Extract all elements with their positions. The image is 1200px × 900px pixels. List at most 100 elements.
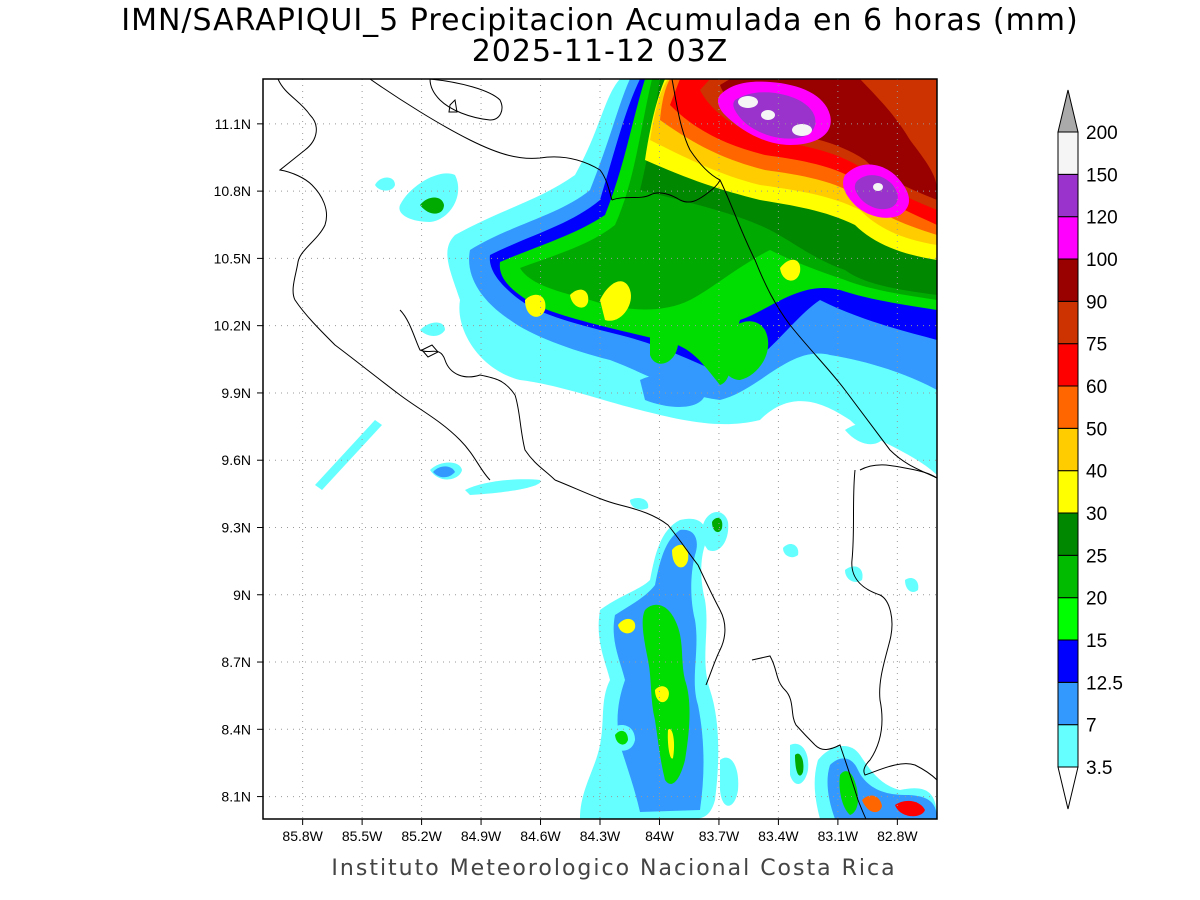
colorbar-box [1057, 427, 1079, 472]
colorbar-box [1057, 258, 1079, 302]
precip-level-3p5 [701, 511, 729, 551]
precip-level-40 [655, 686, 669, 703]
osa-peninsula [751, 655, 816, 746]
colorbar-box [1057, 681, 1079, 726]
precip-level-60 [862, 795, 882, 813]
precip-level-200 [761, 110, 775, 120]
colorbar-box [1057, 597, 1079, 641]
caribbean-coast [671, 79, 937, 479]
colorbar-level-label: 20 [1086, 589, 1107, 610]
colorbar-box [1057, 343, 1079, 387]
precip-level-3p5 [845, 423, 885, 445]
precip-level-3p5 [420, 322, 445, 336]
precip-level-3p5 [315, 420, 382, 490]
x-tick-label: 84W [645, 828, 675, 844]
precip-level-20 [650, 326, 679, 364]
colorbar-box [1057, 173, 1079, 218]
x-tick-label: 84.3W [580, 828, 621, 844]
colorbar-box [1057, 131, 1079, 175]
colorbar-level-label: 15 [1086, 631, 1107, 652]
precip-level-40 [672, 544, 689, 568]
colorbar-box [1057, 385, 1079, 429]
colorbar-level-label: 30 [1086, 504, 1107, 525]
precip-level-20 [615, 730, 628, 745]
y-tick-label: 10.5N [214, 250, 251, 266]
precip-level-7 [433, 466, 455, 478]
x-tick-label: 85.5W [342, 828, 383, 844]
colorbar-level-label: 25 [1086, 546, 1107, 567]
colorbar-min-arrow [1057, 766, 1079, 810]
y-tick-label: 9.3N [221, 519, 251, 535]
colorbar-level-label: 100 [1086, 250, 1118, 271]
y-axis-ticks: 11.1N 10.8N 10.5N 10.2N 9.9N 9.6N 9.3N 9N 8.7N 8.… [214, 116, 263, 805]
precip-level-20 [718, 321, 769, 380]
colorbar-level-label: 200 [1086, 123, 1118, 144]
colorbar-box [1057, 554, 1079, 599]
colorbar-level-label: 7 [1086, 716, 1097, 737]
precip-level-3p5 [399, 173, 459, 222]
precip-level-40 [667, 729, 675, 759]
chart-title: IMN/SARAPIQUI_5 Precipitacion Acumulada … [121, 3, 1079, 38]
colorbar-max-arrow [1057, 89, 1079, 133]
lake-nicaragua [429, 79, 503, 121]
colorbar-box [1057, 216, 1079, 260]
map-gridlines [263, 79, 937, 819]
colorbar-level-label: 60 [1086, 377, 1107, 398]
y-tick-label: 8.7N [221, 654, 251, 670]
colorbar-level-label: 75 [1086, 335, 1107, 356]
colorbar-box [1057, 639, 1079, 683]
y-tick-label: 9.6N [221, 452, 251, 468]
precip-level-20 [839, 771, 858, 815]
precip-level-3p5 [720, 757, 739, 806]
nicaragua-lake-shore [369, 79, 613, 201]
colorbar-box [1057, 300, 1079, 345]
precip-level-20 [795, 753, 804, 776]
colorbar-box [1057, 512, 1079, 556]
y-tick-label: 9N [233, 587, 251, 603]
y-tick-label: 9.9N [221, 385, 251, 401]
colorbar-level-label: 90 [1086, 292, 1107, 313]
precip-level-150 [854, 175, 898, 210]
panama-caribbean-coast [851, 464, 937, 781]
precip-level-3p5 [905, 578, 919, 592]
y-tick-label: 8.1N [221, 789, 251, 805]
x-tick-label: 84.9W [461, 828, 502, 844]
y-tick-label: 10.2N [214, 318, 251, 334]
costa-rica-nicaragua-border [611, 179, 721, 203]
y-tick-label: 11.1N [215, 116, 251, 132]
coastlines-borders [277, 79, 937, 819]
panama-border [814, 744, 867, 819]
x-tick-label: 82.8W [877, 828, 918, 844]
precip-level-75 [895, 800, 925, 817]
precip-level-3p5 [630, 497, 649, 510]
precip-level-3p5 [375, 177, 395, 191]
colorbar-level-label: 120 [1086, 208, 1118, 229]
precip-level-40 [780, 259, 801, 281]
y-tick-label: 8.4N [221, 721, 251, 737]
precip-level-40 [570, 289, 589, 308]
precip-level-3p5 [465, 479, 541, 495]
footer-credit: Instituto Meteorologico Nacional Costa R… [331, 856, 897, 881]
colorbar-level-label: 50 [1086, 419, 1107, 440]
colorbar-level-label: 12.5 [1086, 673, 1123, 694]
precip-level-200 [738, 96, 758, 108]
precip-level-40 [525, 294, 546, 317]
x-axis-ticks: 85.8W 85.5W 85.2W 84.9W 84.6W 84.3W 84W 83.7W 83… [282, 819, 918, 844]
chart-subtitle-datetime: 2025-11-12 03Z [471, 34, 729, 69]
x-tick-label: 83.7W [699, 828, 740, 844]
colorbar-legend: 3.5 7 12.5 15 20 25 30 40 50 60 75 90 100 120 150 200 [1057, 89, 1123, 810]
y-tick-label: 10.8N [214, 183, 251, 199]
colorbar-level-label: 3.5 [1086, 758, 1112, 779]
x-tick-label: 83.4W [758, 828, 799, 844]
x-tick-label: 84.6W [520, 828, 561, 844]
pacific-coast [554, 479, 726, 686]
precip-level-3p5 [783, 544, 799, 558]
precip-level-20 [712, 517, 723, 533]
colorbar-box [1057, 470, 1079, 514]
precip-level-20 [420, 197, 444, 214]
x-tick-label: 85.2W [401, 828, 442, 844]
precip-level-7 [640, 375, 705, 407]
island [448, 98, 458, 113]
precip-level-200 [792, 124, 812, 136]
